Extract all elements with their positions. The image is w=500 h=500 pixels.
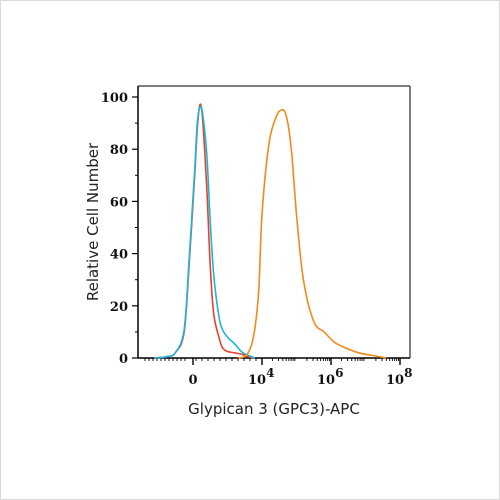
y-axis-ticks: 0 20 40 60 80 100 [101, 91, 138, 367]
x-tick-label: 0 [188, 373, 197, 388]
x-tick-base: 10 [248, 373, 266, 388]
y-tick-label: 20 [110, 300, 128, 315]
x-tick-exponent: 4 [266, 366, 274, 380]
y-tick-label: 0 [119, 352, 128, 367]
series-line-1 [154, 103, 254, 359]
x-axis-ticks: 0 104 106 108 [144, 358, 412, 388]
series-line-2 [154, 105, 256, 359]
x-axis-title: Glypican 3 (GPC3)-APC [188, 400, 360, 418]
y-axis-title: Relative Cell Number [84, 142, 102, 301]
x-tick-label: 106 [317, 366, 343, 388]
y-tick-label: 100 [101, 91, 128, 106]
x-tick-label: 108 [386, 366, 412, 388]
x-tick-label: 104 [248, 366, 274, 388]
x-tick-exponent: 8 [404, 366, 412, 380]
x-tick-base: 10 [386, 373, 404, 388]
y-tick-label: 60 [110, 195, 128, 210]
y-tick-label: 80 [110, 143, 128, 158]
x-tick-base: 10 [317, 373, 335, 388]
x-tick-exponent: 6 [335, 366, 343, 380]
series-layer [154, 103, 387, 359]
y-tick-label: 40 [110, 248, 128, 263]
series-line-3 [237, 108, 387, 359]
